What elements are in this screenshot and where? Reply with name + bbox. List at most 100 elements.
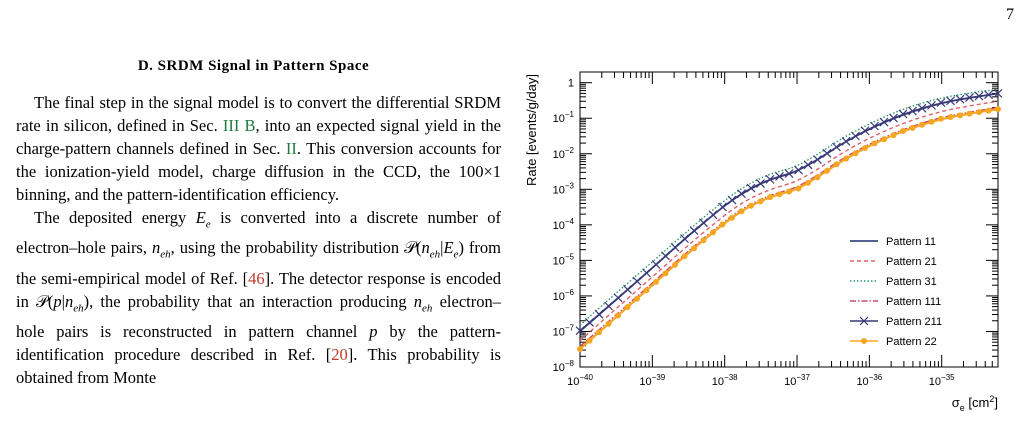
data-point-dot [672,261,678,268]
text-span: | [61,291,65,311]
text-span: ]. The detector response is encoded in 𝒫… [16,268,501,311]
data-point-cross [832,142,841,152]
data-point-cross [642,268,651,278]
data-point-dot [767,194,773,201]
data-point-dot [900,127,906,134]
section-ref-link[interactable]: II [285,139,297,158]
data-point-dot [653,278,659,285]
data-point-dot [966,110,973,117]
data-point-dot [995,106,1001,113]
text-span: eh [73,301,84,314]
data-point-dot [985,107,992,114]
y-tick-label: 1 [568,78,574,90]
text-span: E [195,208,206,227]
legend-label: Pattern 211 [886,316,942,328]
data-point-dot [805,179,811,186]
data-point-dot [729,214,735,221]
data-point-cross [974,91,984,101]
data-point-cross [851,131,860,141]
data-point-dot [862,145,868,152]
y-axis-label: Rate [events/g/day] [524,74,539,186]
data-point-cross [898,109,908,119]
data-point-cross [756,179,765,188]
data-point-dot [909,124,916,131]
y-tick-label: 10−7 [553,323,575,338]
legend-label: Pattern 21 [886,256,937,268]
data-point-cross [613,293,623,303]
text-span: . This conversion accounts for the ioniz… [16,139,501,204]
x-tick-label: 10−35 [929,373,955,388]
series-line-pattern-111 [579,106,999,347]
data-point-dot [738,208,745,215]
legend-label: Pattern 111 [886,296,941,308]
text-span: The final step in the signal model is to… [16,93,501,135]
data-point-cross [632,276,642,286]
y-tick-label: 10−8 [553,359,575,374]
data-point-cross [946,96,955,106]
data-point-cross [727,195,737,205]
citation-link[interactable]: 20 [331,344,348,364]
text-span: n [421,238,430,258]
data-point-cross [775,172,784,181]
text-span: The deposited energy [34,208,196,227]
data-point-dot [586,337,593,344]
citation-link[interactable]: 46 [248,268,265,288]
section-ref-link[interactable]: III B [222,116,256,135]
figure: 10−40 10−39 10−38 10−37 10−36 10−35 10−8 10−7 10… [512,58,1012,423]
x-tick-label: 10−40 [567,373,593,388]
text-column: D. SRDM Signal in Pattern Space The fina… [16,58,501,389]
data-point-cross [908,106,917,116]
data-point-cross [575,326,585,336]
data-point-cross [870,121,879,131]
data-point-cross [955,94,965,104]
x-tick-label: 10−39 [639,373,665,388]
data-point-cross [794,165,803,175]
data-point-dot [681,253,688,260]
y-tick-label: 10−1 [553,110,575,125]
text-span: e [453,248,459,261]
data-point-dot [605,320,612,327]
data-point-cross [965,93,974,103]
text-span: electron–hole pairs is reconstructed in … [16,291,501,341]
text-span: ]. This probability is obtained from Mon… [16,344,501,387]
text-span: eh [422,301,433,314]
data-point-cross [708,210,718,220]
data-point-cross [984,90,993,100]
data-point-cross [623,285,632,294]
section-heading: D. SRDM Signal in Pattern Space [137,58,370,74]
data-point-dot [643,287,650,294]
text-span: n [413,291,423,311]
data-point-dot [615,312,621,319]
rate-vs-cross-section-chart: 10−40 10−39 10−38 10−37 10−36 10−35 10−8 10−7 10… [524,71,1003,413]
data-point-cross [927,100,936,110]
text-span: p [53,291,62,311]
data-point-dot [814,174,821,181]
text-span: ) from the semi-empirical model of Ref. … [16,238,501,288]
data-point-cross [699,218,708,228]
text-span: e [205,218,211,231]
legend-label: Pattern 22 [886,336,937,348]
data-point-dot [786,188,792,195]
data-point-dot [843,155,849,162]
data-point-cross [889,113,898,123]
text-span: eh [429,248,441,261]
text-span: is converted into a discrete number of e… [16,208,502,258]
text-span: , into an expected signal yield in the c… [16,116,501,158]
data-point-dot [662,270,669,277]
plot-frame [579,71,999,368]
data-point-cross [841,136,851,146]
data-point-cross [737,189,746,199]
data-point-dot [634,295,640,302]
y-tick-label: 10−2 [553,146,575,161]
data-point-cross [604,301,613,311]
data-point-dot [861,338,867,344]
data-point-dot [795,185,802,192]
data-point-dot [976,109,982,116]
data-point-cross [594,309,604,319]
x-tick-label: 10−36 [856,373,882,388]
data-point-cross [746,183,756,193]
data-point-cross [879,117,889,127]
paragraph-2: The deposited energy Ee is converted int… [16,206,501,389]
data-point-dot [719,221,726,228]
series-line-pattern-22 [579,108,999,350]
